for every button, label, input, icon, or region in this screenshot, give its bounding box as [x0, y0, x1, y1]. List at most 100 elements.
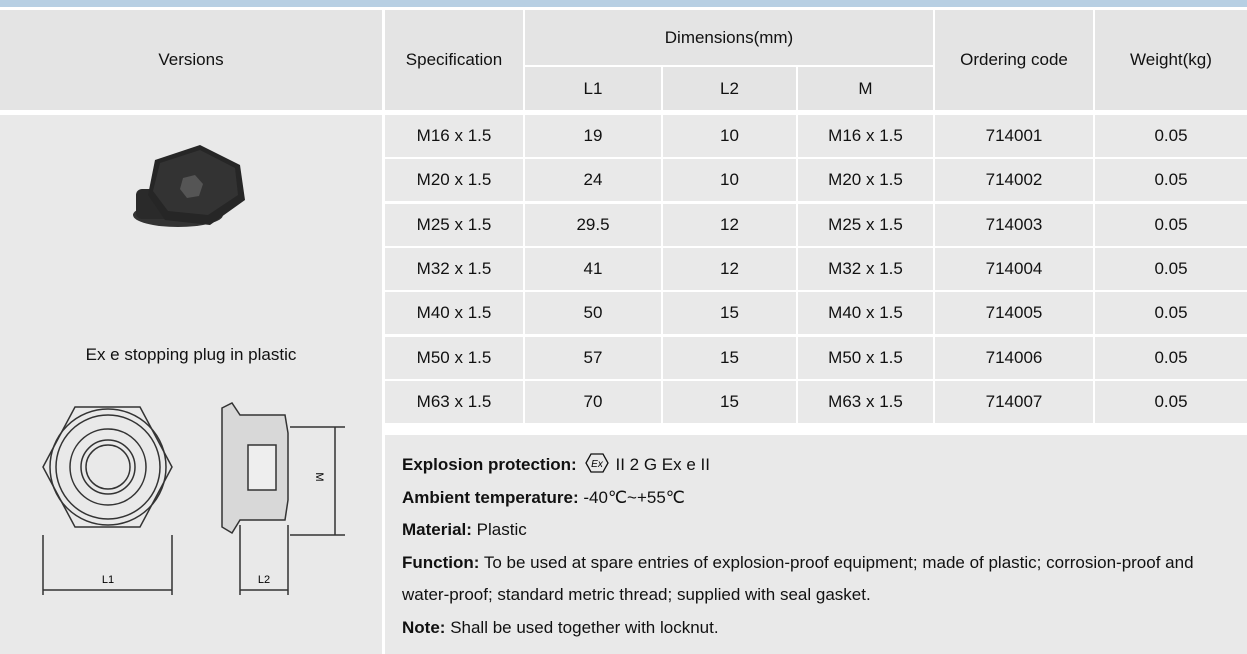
plug-photo [133, 145, 245, 227]
section-drawing [222, 403, 345, 595]
note-text: Plastic [477, 520, 527, 539]
table-cell: M20 x 1.5 [798, 159, 933, 201]
cell-text: 12 [720, 215, 739, 235]
cell-text: 24 [584, 170, 603, 190]
table-cell: 714001 [935, 115, 1093, 157]
table-cell: 70 [525, 381, 661, 423]
table-cell: 41 [525, 248, 661, 290]
note-label: Material: [402, 520, 472, 539]
cell-text: 12 [720, 259, 739, 279]
cell-text: 15 [720, 392, 739, 412]
header-text: Versions [158, 50, 223, 70]
cell-text: M25 x 1.5 [828, 215, 903, 235]
cell-text: M16 x 1.5 [828, 126, 903, 146]
cell-text: 41 [584, 259, 603, 279]
table-cell: M16 x 1.5 [798, 115, 933, 157]
cell-text: 0.05 [1154, 392, 1187, 412]
header-text: L1 [584, 79, 603, 99]
cell-text: 29.5 [576, 215, 609, 235]
table-cell: M25 x 1.5 [798, 204, 933, 246]
note-line: Ambient temperature: -40℃~+55℃ [402, 482, 1229, 515]
header-text: Weight(kg) [1130, 50, 1212, 70]
page: Versions Specification Dimensions(mm) L1… [0, 0, 1247, 654]
note-text: -40℃~+55℃ [583, 488, 685, 507]
table-cell: 10 [663, 159, 796, 201]
cell-text: M40 x 1.5 [417, 303, 492, 323]
front-drawing [43, 407, 172, 595]
header-text: Specification [406, 50, 502, 70]
note-label: Function: [402, 553, 479, 572]
note-line: Explosion protection: Ex II 2 G Ex e II [402, 449, 1229, 482]
cell-text: 57 [584, 348, 603, 368]
cell-text: M25 x 1.5 [417, 215, 492, 235]
table-cell: 714004 [935, 248, 1093, 290]
cell-text: M40 x 1.5 [828, 303, 903, 323]
note-label: Ambient temperature: [402, 488, 579, 507]
table-cell: 714007 [935, 381, 1093, 423]
cell-text: M20 x 1.5 [417, 170, 492, 190]
note-line: Material: Plastic [402, 514, 1229, 547]
table-cell: 19 [525, 115, 661, 157]
table-cell: 714005 [935, 292, 1093, 334]
cell-text: M50 x 1.5 [828, 348, 903, 368]
table-cell: 12 [663, 248, 796, 290]
ex-symbol: Ex [585, 452, 609, 472]
header-text: M [858, 79, 872, 99]
cell-text: M63 x 1.5 [828, 392, 903, 412]
cell-text: M50 x 1.5 [417, 348, 492, 368]
header-cell: M [798, 67, 933, 110]
cell-text: M32 x 1.5 [417, 259, 492, 279]
cell-text: M16 x 1.5 [417, 126, 492, 146]
table-cell: 10 [663, 115, 796, 157]
version-cell: M L1 L2 Ex e stopping plug in plastic [0, 115, 382, 654]
cell-text: 714006 [986, 348, 1043, 368]
drawing-label: L1 [102, 574, 114, 586]
table-cell: 714002 [935, 159, 1093, 201]
table-cell: M25 x 1.5 [385, 204, 523, 246]
note-text: Shall be used together with locknut. [450, 618, 718, 637]
cell-text: 15 [720, 303, 739, 323]
cell-text: M63 x 1.5 [417, 392, 492, 412]
note-label: Note: [402, 618, 445, 637]
version-caption: Ex e stopping plug in plastic [0, 345, 382, 365]
cell-text: M20 x 1.5 [828, 170, 903, 190]
table-cell: 24 [525, 159, 661, 201]
drawing-label: M [313, 472, 325, 481]
table-cell: M50 x 1.5 [798, 337, 933, 379]
cell-text: 714003 [986, 215, 1043, 235]
note-line: Function: To be used at spare entries of… [402, 547, 1229, 612]
cell-text: 714001 [986, 126, 1043, 146]
cell-text: 0.05 [1154, 303, 1187, 323]
table-cell: 0.05 [1095, 204, 1247, 246]
header-cell: Specification [385, 10, 523, 110]
header-cell: L1 [525, 67, 661, 110]
note-text: II 2 G Ex e II [615, 455, 709, 474]
note-label: Explosion protection: [402, 455, 577, 474]
table-cell: M32 x 1.5 [798, 248, 933, 290]
table-cell: 714003 [935, 204, 1093, 246]
table-cell: M50 x 1.5 [385, 337, 523, 379]
cell-text: 714002 [986, 170, 1043, 190]
header-text: Ordering code [960, 50, 1068, 70]
ex-hexagon: Ex [585, 453, 609, 473]
table-cell: M16 x 1.5 [385, 115, 523, 157]
table-cell: M40 x 1.5 [385, 292, 523, 334]
note-line: Note: Shall be used together with locknu… [402, 612, 1229, 645]
drawing-label: L2 [258, 574, 270, 586]
cell-text: 714007 [986, 392, 1043, 412]
notes: Explosion protection: Ex II 2 G Ex e II Am… [385, 435, 1247, 654]
table-cell: 0.05 [1095, 159, 1247, 201]
cell-text: 0.05 [1154, 126, 1187, 146]
cell-text: 714004 [986, 259, 1043, 279]
table-cell: 714006 [935, 337, 1093, 379]
table-cell: M63 x 1.5 [385, 381, 523, 423]
header-cell: Weight(kg) [1095, 10, 1247, 110]
cell-text: 0.05 [1154, 170, 1187, 190]
header-text: L2 [720, 79, 739, 99]
header-text: Dimensions(mm) [665, 28, 793, 48]
cell-text: 714005 [986, 303, 1043, 323]
ex-text: Ex [592, 459, 605, 470]
version-illustration: M L1 L2 [0, 115, 382, 654]
table-cell: 12 [663, 204, 796, 246]
table-cell: 15 [663, 292, 796, 334]
